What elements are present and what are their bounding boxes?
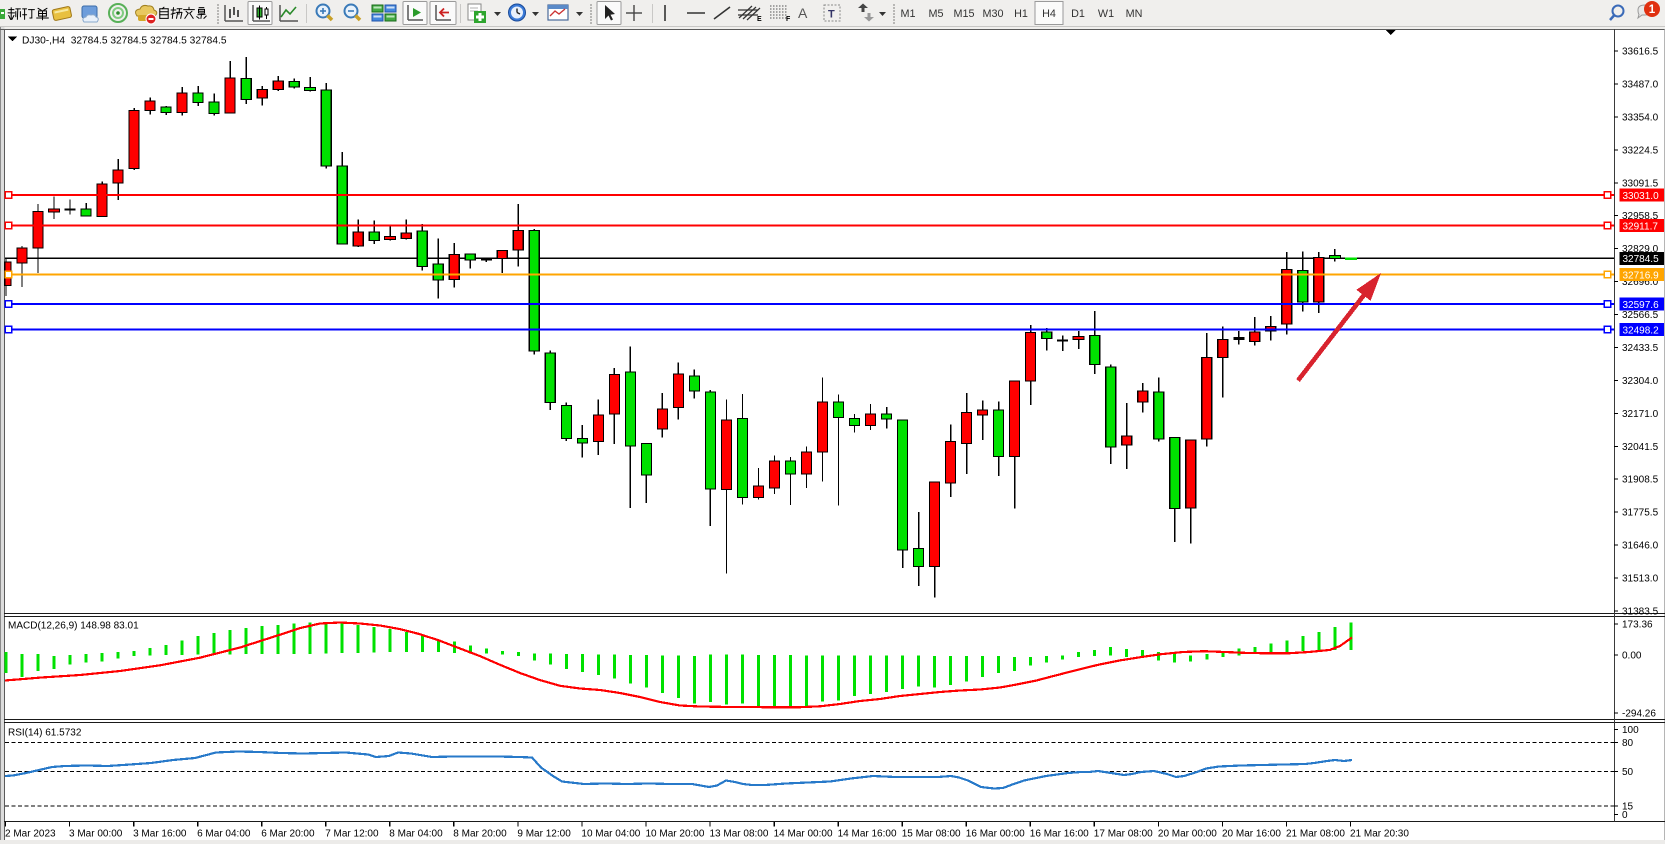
- svg-text:15: 15: [1622, 801, 1634, 812]
- svg-text:21 Mar 08:00: 21 Mar 08:00: [1286, 829, 1345, 840]
- svg-text:32171.0: 32171.0: [1622, 409, 1659, 420]
- svg-text:0: 0: [1622, 810, 1628, 821]
- svg-text:14 Mar 00:00: 14 Mar 00:00: [774, 829, 833, 840]
- svg-text:33354.0: 33354.0: [1622, 112, 1659, 123]
- svg-text:21 Mar 20:30: 21 Mar 20:30: [1350, 829, 1409, 840]
- svg-text:33616.5: 33616.5: [1622, 47, 1659, 58]
- svg-text:32829.0: 32829.0: [1622, 244, 1659, 255]
- svg-text:31383.5: 31383.5: [1622, 607, 1659, 618]
- svg-text:H4: H4: [1042, 8, 1056, 20]
- svg-text:10 Mar 04:00: 10 Mar 04:00: [581, 829, 640, 840]
- svg-text:32911.7: 32911.7: [1623, 221, 1659, 232]
- svg-text:-294.26: -294.26: [1622, 709, 1656, 720]
- svg-text:2 Mar 2023: 2 Mar 2023: [5, 829, 56, 840]
- svg-text:M1: M1: [901, 8, 916, 20]
- svg-text:7 Mar 12:00: 7 Mar 12:00: [325, 829, 379, 840]
- svg-text:33224.5: 33224.5: [1622, 145, 1659, 156]
- svg-text:F: F: [786, 16, 791, 23]
- svg-text:32716.9: 32716.9: [1623, 270, 1660, 281]
- svg-text:20 Mar 16:00: 20 Mar 16:00: [1222, 829, 1281, 840]
- svg-text:33031.0: 33031.0: [1623, 191, 1660, 202]
- svg-text:100: 100: [1622, 725, 1639, 736]
- svg-text:MACD(12,26,9) 148.98 83.01: MACD(12,26,9) 148.98 83.01: [8, 621, 139, 632]
- svg-text:A: A: [798, 5, 808, 21]
- svg-text:32958.5: 32958.5: [1622, 211, 1659, 222]
- svg-text:8 Mar 04:00: 8 Mar 04:00: [389, 829, 443, 840]
- svg-text:32498.2: 32498.2: [1623, 325, 1660, 336]
- svg-text:MN: MN: [1126, 8, 1143, 20]
- svg-text:10 Mar 20:00: 10 Mar 20:00: [646, 829, 705, 840]
- svg-text:D1: D1: [1071, 8, 1085, 20]
- svg-text:32304.0: 32304.0: [1622, 376, 1659, 387]
- svg-text:32041.5: 32041.5: [1622, 442, 1659, 453]
- svg-text:173.36: 173.36: [1622, 620, 1653, 631]
- svg-text:3 Mar 00:00: 3 Mar 00:00: [69, 829, 123, 840]
- svg-text:M5: M5: [929, 8, 944, 20]
- svg-text:1: 1: [1649, 4, 1656, 16]
- svg-text:32696.0: 32696.0: [1622, 277, 1659, 288]
- svg-text:0.00: 0.00: [1622, 650, 1642, 661]
- svg-text:32433.5: 32433.5: [1622, 343, 1659, 354]
- svg-text:31908.5: 31908.5: [1622, 475, 1659, 486]
- svg-text:33487.0: 33487.0: [1622, 79, 1659, 90]
- svg-text:6 Mar 20:00: 6 Mar 20:00: [261, 829, 315, 840]
- svg-text:31775.5: 31775.5: [1622, 508, 1659, 519]
- svg-text:6 Mar 04:00: 6 Mar 04:00: [197, 829, 251, 840]
- svg-text:33091.5: 33091.5: [1622, 178, 1659, 189]
- svg-text:31646.0: 31646.0: [1622, 541, 1659, 552]
- svg-text:RSI(14) 61.5732: RSI(14) 61.5732: [8, 728, 82, 739]
- svg-text:E: E: [757, 16, 762, 23]
- svg-text:M15: M15: [953, 8, 974, 20]
- svg-text:20 Mar 00:00: 20 Mar 00:00: [1158, 829, 1217, 840]
- svg-text:17 Mar 08:00: 17 Mar 08:00: [1094, 829, 1153, 840]
- svg-text:H1: H1: [1014, 8, 1028, 20]
- svg-text:16 Mar 16:00: 16 Mar 16:00: [1030, 829, 1089, 840]
- svg-text:15 Mar 08:00: 15 Mar 08:00: [902, 829, 961, 840]
- svg-text:3 Mar 16:00: 3 Mar 16:00: [133, 829, 187, 840]
- svg-text:9 Mar 12:00: 9 Mar 12:00: [517, 829, 571, 840]
- svg-text:31513.0: 31513.0: [1622, 574, 1659, 585]
- svg-text:32784.5: 32784.5: [1623, 254, 1660, 265]
- svg-text:16 Mar 00:00: 16 Mar 00:00: [966, 829, 1025, 840]
- svg-text:W1: W1: [1098, 8, 1114, 20]
- svg-text:32566.5: 32566.5: [1622, 310, 1659, 321]
- svg-text:50: 50: [1622, 767, 1634, 778]
- svg-text:32597.6: 32597.6: [1623, 300, 1660, 311]
- svg-text:M30: M30: [982, 8, 1003, 20]
- svg-text:8 Mar 20:00: 8 Mar 20:00: [453, 829, 507, 840]
- svg-text:T: T: [828, 9, 835, 21]
- svg-text:DJ30-,H4 32784.5 32784.5 3278: DJ30-,H4 32784.5 32784.5 32784.5 32784.5: [22, 36, 227, 47]
- svg-text:13 Mar 08:00: 13 Mar 08:00: [710, 829, 769, 840]
- svg-text:14 Mar 16:00: 14 Mar 16:00: [838, 829, 897, 840]
- svg-text:80: 80: [1622, 738, 1634, 749]
